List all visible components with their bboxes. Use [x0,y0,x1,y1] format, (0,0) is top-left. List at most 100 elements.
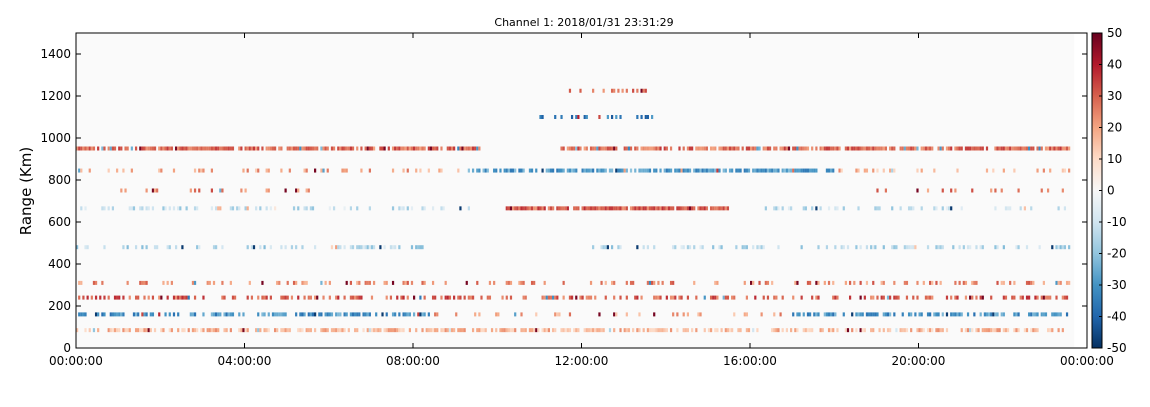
heatmap-cell [476,280,479,285]
heatmap-cell [269,295,272,300]
heatmap-cell [678,168,681,173]
heatmap-cell [634,146,637,151]
heatmap-cell [368,245,371,250]
heatmap-cell [476,328,479,333]
heatmap-cell [653,245,656,250]
heatmap-cell [796,280,799,285]
heatmap-cell [246,245,249,250]
heatmap-cell [168,146,171,151]
heatmap-cell [457,295,460,300]
heatmap-cell [202,328,205,333]
heatmap-cell [1006,328,1010,333]
heatmap-cell [389,245,393,250]
heatmap-cell [889,295,892,300]
heatmap-cell [964,295,968,300]
heatmap-cell [600,146,603,151]
heatmap-cell [570,168,574,173]
heatmap-cell [358,280,361,285]
heatmap-cell [910,206,913,211]
colorbar-tick-label: 0 [1107,184,1115,198]
heatmap-cell [202,295,205,300]
heatmap-cell [440,295,443,300]
heatmap-cell [640,168,643,173]
heatmap-cell [954,146,957,151]
heatmap-cell [314,295,317,300]
heatmap-cell [836,206,839,211]
heatmap-cell [1025,146,1029,151]
heatmap-cell [817,312,820,317]
heatmap-cell [678,206,681,211]
heatmap-cell [907,146,911,151]
heatmap-cell [459,295,462,300]
heatmap-cell [471,146,475,151]
heatmap-cell [583,115,586,119]
heatmap-cell [1065,295,1069,300]
heatmap-cell [693,168,696,173]
heatmap-cell [724,206,727,211]
heatmap-cell [450,146,454,151]
heatmap-cell [817,295,820,300]
heatmap-cell [145,328,148,333]
heatmap-cell [752,245,755,250]
heatmap-cell [90,295,93,300]
heatmap-cell [1065,280,1069,285]
heatmap-cell [653,206,656,211]
heatmap-cell [642,328,645,333]
heatmap-cell [918,328,921,333]
heatmap-cell [998,328,1001,333]
heatmap-cell [530,206,534,211]
heatmap-cell [250,295,254,300]
colorbar-tick-label: -10 [1107,215,1127,229]
heatmap-cell [484,328,487,333]
heatmap-cell [958,312,961,317]
heatmap-cell [141,328,144,333]
heatmap-cell [691,328,694,333]
heatmap-cell [709,206,713,211]
heatmap-cell [872,245,875,250]
heatmap-cell [183,146,186,151]
heatmap-cell [907,206,911,211]
heatmap-cell [1057,206,1060,211]
heatmap-cell [124,146,127,151]
heatmap-cell [246,168,249,173]
heatmap-cell [324,312,327,317]
heatmap-cell [602,168,605,173]
heatmap-cell [617,245,620,250]
heatmap-cell [792,168,795,173]
heatmap-cell [604,245,607,250]
heatmap-cell [870,146,873,151]
heatmap-cell [832,295,835,300]
heatmap-cell [507,280,510,285]
heatmap-cell [368,146,371,151]
heatmap-cell [827,328,831,333]
heatmap-cell [541,295,544,300]
heatmap-cell [1053,146,1056,151]
heatmap-cell [897,295,900,300]
heatmap-cell [777,328,780,333]
heatmap-cell [309,328,312,333]
heatmap-cell [893,146,896,151]
heatmap-cell [929,328,932,333]
heatmap-cell [827,168,831,173]
heatmap-cell [267,188,270,193]
heatmap-cell [514,168,517,173]
heatmap-cell [870,295,873,300]
heatmap-cell [899,328,902,333]
heatmap-cell [575,146,578,151]
heatmap-cell [857,146,860,151]
heatmap-cell [286,146,289,151]
heatmap-cell [931,146,934,151]
heatmap-cell [215,206,218,211]
heatmap-cell [876,295,879,300]
heatmap-cell [686,312,690,317]
chart-title: Channel 1: 2018/01/31 23:31:29 [494,16,673,29]
heatmap-cell [840,245,843,250]
heatmap-cell [560,206,563,211]
heatmap-cell [440,146,443,151]
heatmap-cell [651,206,654,211]
heatmap-cell [368,312,371,317]
heatmap-cell [787,168,791,173]
heatmap-cell [122,328,125,333]
heatmap-cell [375,312,378,317]
heatmap-cell [945,146,949,151]
